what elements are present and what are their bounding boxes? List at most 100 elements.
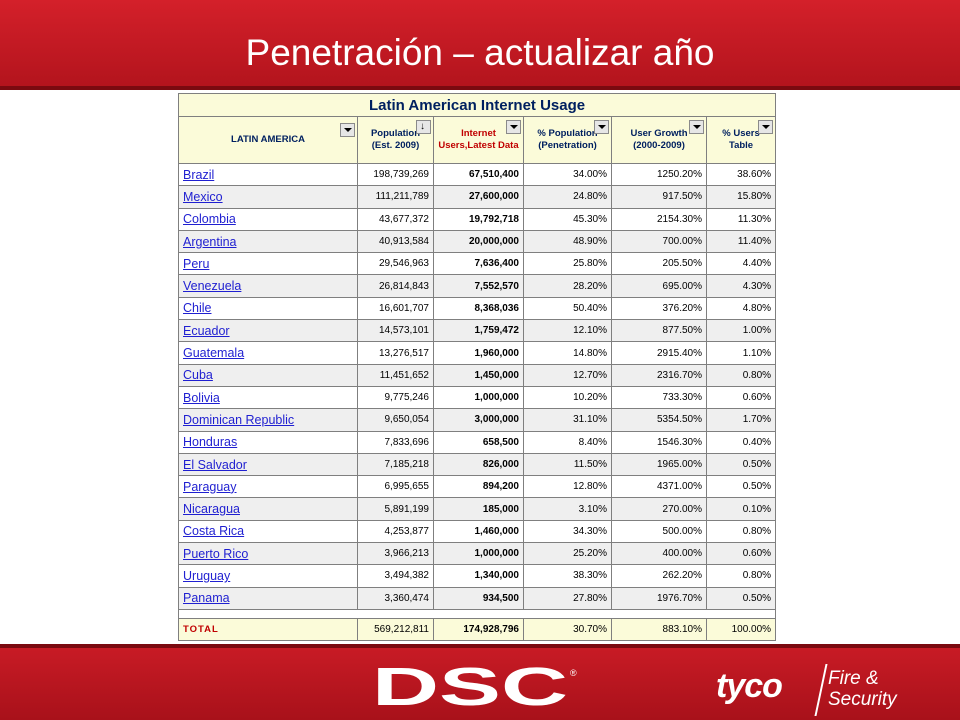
country-link[interactable]: El Salvador <box>183 457 247 472</box>
users-share-cell: 0.80% <box>705 519 777 544</box>
country-link[interactable]: Cuba <box>183 368 213 383</box>
table-row: Brazil 198,739,269 67,510,400 34.00% 1250.20… <box>178 162 777 187</box>
users-share-cell: 0.60% <box>705 542 777 566</box>
population-cell: 40,913,584 <box>357 229 434 254</box>
country-link[interactable]: Paraguay <box>183 479 237 494</box>
dropdown-arrow-icon[interactable] <box>689 120 704 134</box>
population-cell: 14,573,101 <box>357 319 434 343</box>
tyco-subtitle-line1: Fire & <box>828 668 879 689</box>
header-growth-label: User Growth (2000-2009) <box>630 128 688 151</box>
internet-users-cell: 894,200 <box>433 475 524 499</box>
table-row: Costa Rica 4,253,877 1,460,000 34.30% 500.00… <box>178 519 777 544</box>
growth-cell: 500.00% <box>611 519 707 544</box>
internet-users-cell: 67,510,400 <box>433 162 524 187</box>
country-link[interactable]: Puerto Rico <box>183 546 249 561</box>
header-population: Population (Est. 2009) <box>357 116 434 164</box>
header-population-label: Population (Est. 2009) <box>370 128 421 151</box>
internet-users-cell: 1,960,000 <box>433 341 524 365</box>
internet-users-cell: 7,552,570 <box>433 274 524 298</box>
sort-descending-icon[interactable] <box>416 120 431 134</box>
growth-cell: 1546.30% <box>611 430 707 454</box>
country-cell: Colombia <box>178 207 358 231</box>
country-link[interactable]: Costa Rica <box>183 524 245 539</box>
country-cell: Cuba <box>178 363 358 387</box>
tyco-subtitle: Fire & Security <box>828 668 897 710</box>
country-link[interactable]: Mexico <box>183 189 223 204</box>
penetration-cell: 12.10% <box>523 319 612 343</box>
title-banner-edge <box>0 86 960 90</box>
penetration-cell: 10.20% <box>523 385 612 410</box>
growth-cell: 2915.40% <box>611 341 707 365</box>
country-link[interactable]: Guatemala <box>183 346 245 361</box>
table-row: Nicaragua 5,891,199 185,000 3.10% 270.00% 0.1… <box>178 497 777 521</box>
country-cell: Costa Rica <box>178 519 358 544</box>
table-row: Chile 16,601,707 8,368,036 50.40% 376.20% 4.8… <box>178 296 777 321</box>
header-growth: User Growth (2000-2009) <box>611 116 707 164</box>
internet-users-cell: 19,792,718 <box>433 207 524 231</box>
growth-cell: 917.50% <box>611 185 707 209</box>
population-cell: 4,253,877 <box>357 519 434 544</box>
country-link[interactable]: Venezuela <box>183 279 242 294</box>
users-share-cell: 11.40% <box>705 229 777 254</box>
total-population: 569,212,811 <box>357 617 434 642</box>
population-cell: 43,677,372 <box>357 207 434 231</box>
penetration-cell: 12.70% <box>523 363 612 387</box>
country-link[interactable]: Honduras <box>183 435 238 450</box>
dropdown-arrow-icon[interactable] <box>758 120 774 134</box>
users-share-cell: 0.40% <box>705 430 777 454</box>
header-penetration: % Population (Penetration) <box>523 116 612 164</box>
table-row: Guatemala 13,276,517 1,960,000 14.80% 2915.4… <box>178 341 777 365</box>
dropdown-arrow-icon[interactable] <box>594 120 609 134</box>
country-link[interactable]: Ecuador <box>183 323 230 338</box>
users-share-cell: 11.30% <box>705 207 777 231</box>
population-cell: 16,601,707 <box>357 296 434 321</box>
country-link[interactable]: Uruguay <box>183 568 231 583</box>
internet-users-cell: 27,600,000 <box>433 185 524 209</box>
users-share-cell: 0.10% <box>705 497 777 521</box>
header-users-table: % Users Table <box>705 116 777 164</box>
growth-cell: 205.50% <box>611 252 707 276</box>
table-spacer <box>177 608 777 619</box>
country-link[interactable]: Dominican Republic <box>183 412 295 427</box>
population-cell: 29,546,963 <box>357 252 434 276</box>
country-cell: Peru <box>178 252 358 276</box>
internet-users-cell: 934,500 <box>433 586 524 610</box>
penetration-cell: 45.30% <box>523 207 612 231</box>
dropdown-arrow-icon[interactable] <box>506 120 521 134</box>
total-users: 174,928,796 <box>433 617 524 642</box>
penetration-cell: 38.30% <box>523 564 612 588</box>
country-cell: Honduras <box>178 430 358 454</box>
penetration-cell: 3.10% <box>523 497 612 521</box>
country-link[interactable]: Colombia <box>183 212 236 227</box>
growth-cell: 5354.50% <box>611 408 707 432</box>
country-link[interactable]: Bolivia <box>183 390 220 405</box>
table-row: Argentina 40,913,584 20,000,000 48.90% 700.0… <box>178 229 777 254</box>
penetration-cell: 27.80% <box>523 586 612 610</box>
table-row: Honduras 7,833,696 658,500 8.40% 1546.30% 0.4… <box>178 430 777 454</box>
internet-users-cell: 185,000 <box>433 497 524 521</box>
population-cell: 3,360,474 <box>357 586 434 610</box>
country-link[interactable]: Panama <box>183 591 230 606</box>
country-link[interactable]: Argentina <box>183 234 237 249</box>
dropdown-arrow-icon[interactable] <box>340 123 355 137</box>
country-link[interactable]: Brazil <box>183 167 215 182</box>
population-cell: 9,775,246 <box>357 385 434 410</box>
title-banner <box>0 0 960 86</box>
internet-users-cell: 3,000,000 <box>433 408 524 432</box>
header-internet-users-label: Internet Users,Latest Data <box>438 128 519 151</box>
footer-edge <box>0 644 960 648</box>
country-link[interactable]: Nicaragua <box>183 502 240 517</box>
growth-cell: 262.20% <box>611 564 707 588</box>
total-row: TOTAL 569,212,811 174,928,796 30.70% 883… <box>178 617 777 642</box>
population-cell: 26,814,843 <box>357 274 434 298</box>
country-link[interactable]: Peru <box>183 256 210 271</box>
country-cell: Dominican Republic <box>178 408 358 432</box>
internet-users-cell: 20,000,000 <box>433 229 524 254</box>
population-cell: 7,185,218 <box>357 452 434 477</box>
country-link[interactable]: Chile <box>183 301 212 316</box>
users-share-cell: 0.80% <box>705 564 777 588</box>
tyco-subtitle-line2: Security <box>828 689 897 710</box>
country-cell: Venezuela <box>178 274 358 298</box>
users-share-cell: 38.60% <box>705 162 777 187</box>
growth-cell: 695.00% <box>611 274 707 298</box>
